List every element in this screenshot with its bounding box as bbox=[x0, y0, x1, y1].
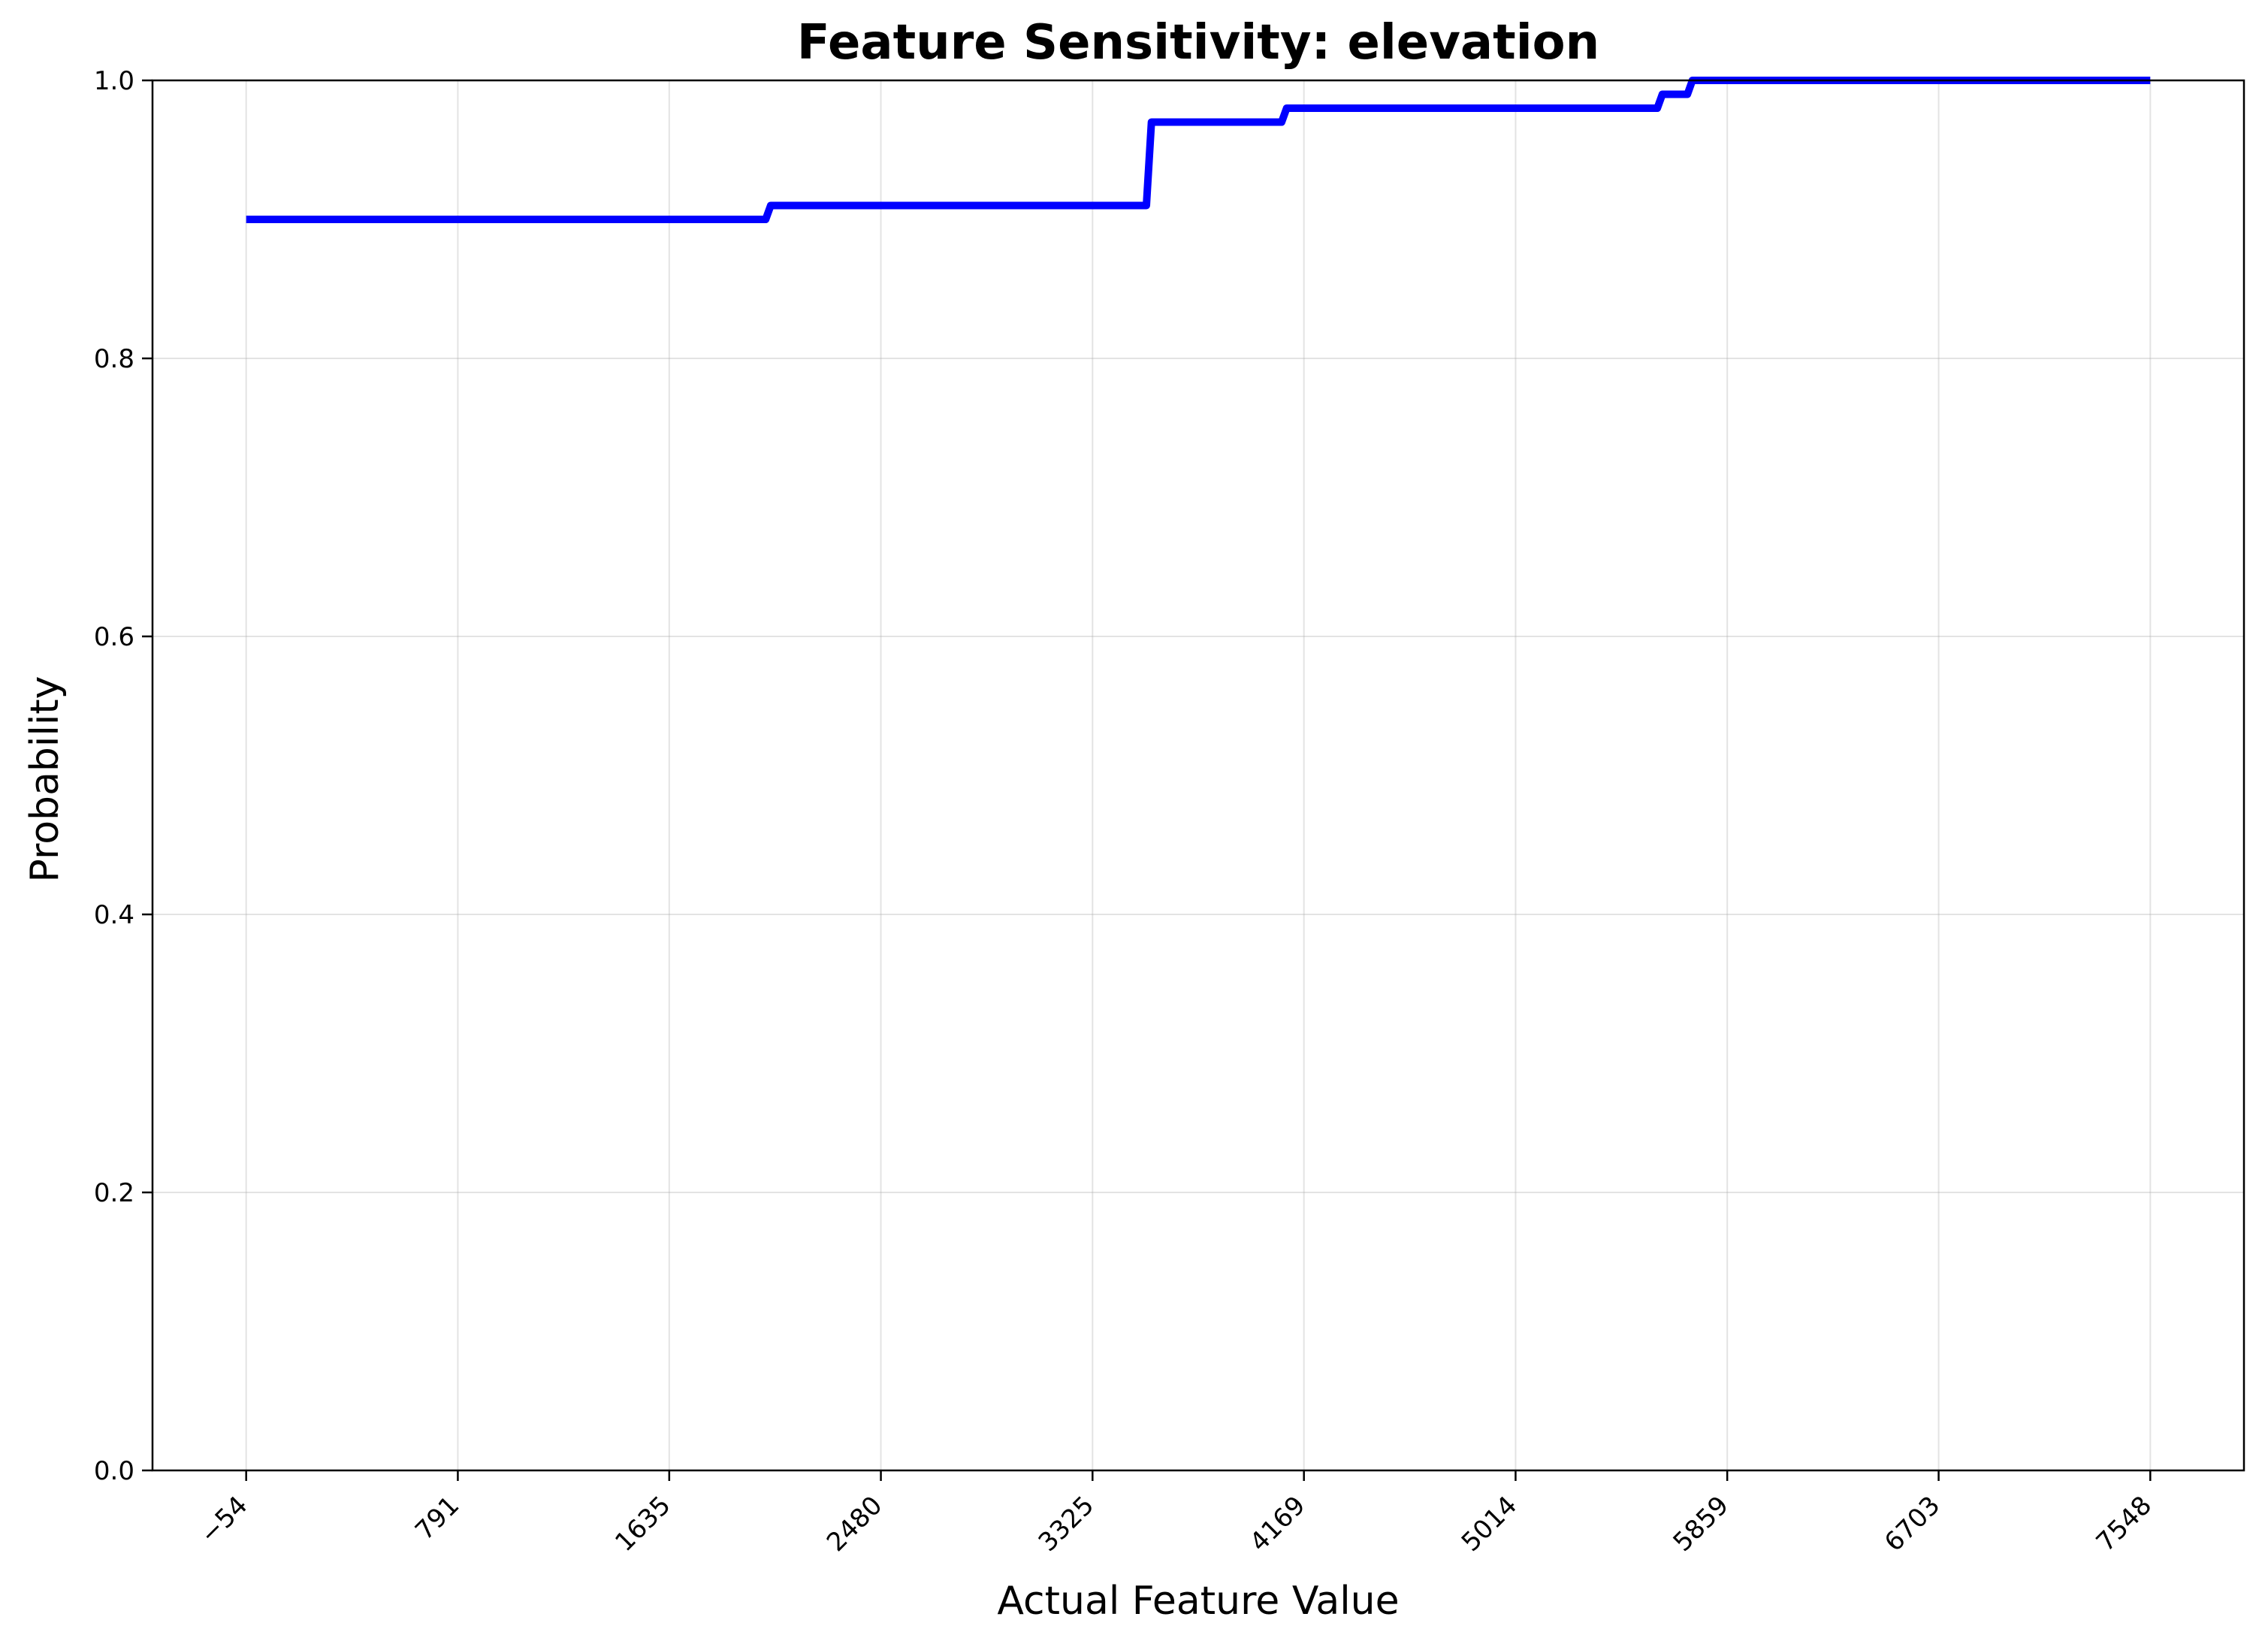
y-tick-label: 0.2 bbox=[94, 1178, 134, 1208]
chart-title: Feature Sensitivity: elevation bbox=[797, 15, 1599, 71]
y-tick-label: 0.8 bbox=[94, 344, 134, 374]
y-tick-label: 0.0 bbox=[94, 1456, 134, 1486]
probability-series-line bbox=[246, 77, 2151, 223]
y-tick-label: 0.6 bbox=[94, 622, 134, 652]
y-axis-label: Probability bbox=[23, 676, 68, 883]
series-layer bbox=[246, 77, 2151, 223]
plot-frame bbox=[151, 79, 2245, 1472]
x-axis-label: Actual Feature Value bbox=[997, 1579, 1399, 1624]
y-tick-label: 0.4 bbox=[94, 900, 134, 930]
y-tick-label: 1.0 bbox=[94, 66, 134, 96]
